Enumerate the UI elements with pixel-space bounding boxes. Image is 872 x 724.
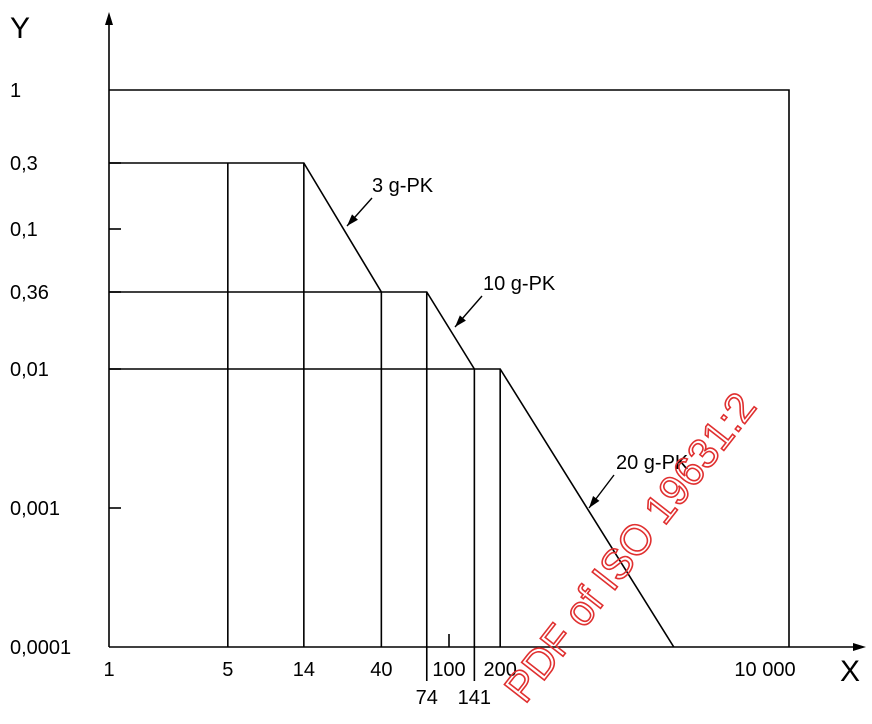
series-group bbox=[109, 162, 675, 648]
x-tick-label: 14 bbox=[293, 659, 315, 681]
reference-lines bbox=[227, 163, 501, 681]
x-tick-label: 74 bbox=[416, 687, 438, 709]
x-axis-title: X bbox=[840, 655, 860, 688]
x-tick-label: 141 bbox=[458, 687, 491, 709]
callout-arrowhead-3 bbox=[589, 496, 600, 508]
x-tick-label: 5 bbox=[222, 659, 233, 681]
y-tick-label: 1 bbox=[10, 80, 21, 102]
x-tick-label: 200 bbox=[483, 659, 516, 681]
y-tick-label: 0,3 bbox=[10, 153, 38, 175]
y-tick-label: 0,1 bbox=[10, 219, 38, 241]
callout-arrowhead-1 bbox=[347, 214, 358, 226]
x-axis-arrow bbox=[853, 643, 866, 651]
watermark-text: PDF of ISO 19631:2 bbox=[495, 384, 765, 711]
x-tick-label: 1 bbox=[103, 659, 114, 681]
x-tick-label: 10 000 bbox=[734, 659, 795, 681]
y-axis-arrow bbox=[105, 12, 113, 25]
y-tick-label: 0,0001 bbox=[10, 637, 71, 659]
callout-group: 3 g-PK 10 g-PK 20 g-PK bbox=[346, 175, 689, 509]
series-line-3 bbox=[109, 368, 675, 648]
series-line-2 bbox=[109, 291, 476, 370]
plot-frame bbox=[109, 89, 790, 647]
series-label-3: 20 g-PK bbox=[616, 452, 689, 474]
axes: Y X bbox=[10, 12, 866, 688]
plot-frame-group bbox=[109, 89, 790, 647]
y-axis-title: Y bbox=[10, 12, 30, 45]
series-label-1: 3 g-PK bbox=[372, 175, 434, 197]
y-tick-label: 0,36 bbox=[10, 282, 49, 304]
series-line-1 bbox=[109, 162, 383, 293]
x-tick-label: 40 bbox=[370, 659, 392, 681]
y-tick-label: 0,001 bbox=[10, 498, 60, 520]
y-tick-label: 0,01 bbox=[10, 359, 49, 381]
tick-group: 1 0,3 0,1 0,36 0,01 0,001 0,0001 1 5 14 40 74 100 141… bbox=[10, 80, 796, 709]
x-tick-label: 100 bbox=[432, 659, 465, 681]
callout-arrowhead-2 bbox=[455, 315, 466, 327]
series-label-2: 10 g-PK bbox=[483, 273, 556, 295]
